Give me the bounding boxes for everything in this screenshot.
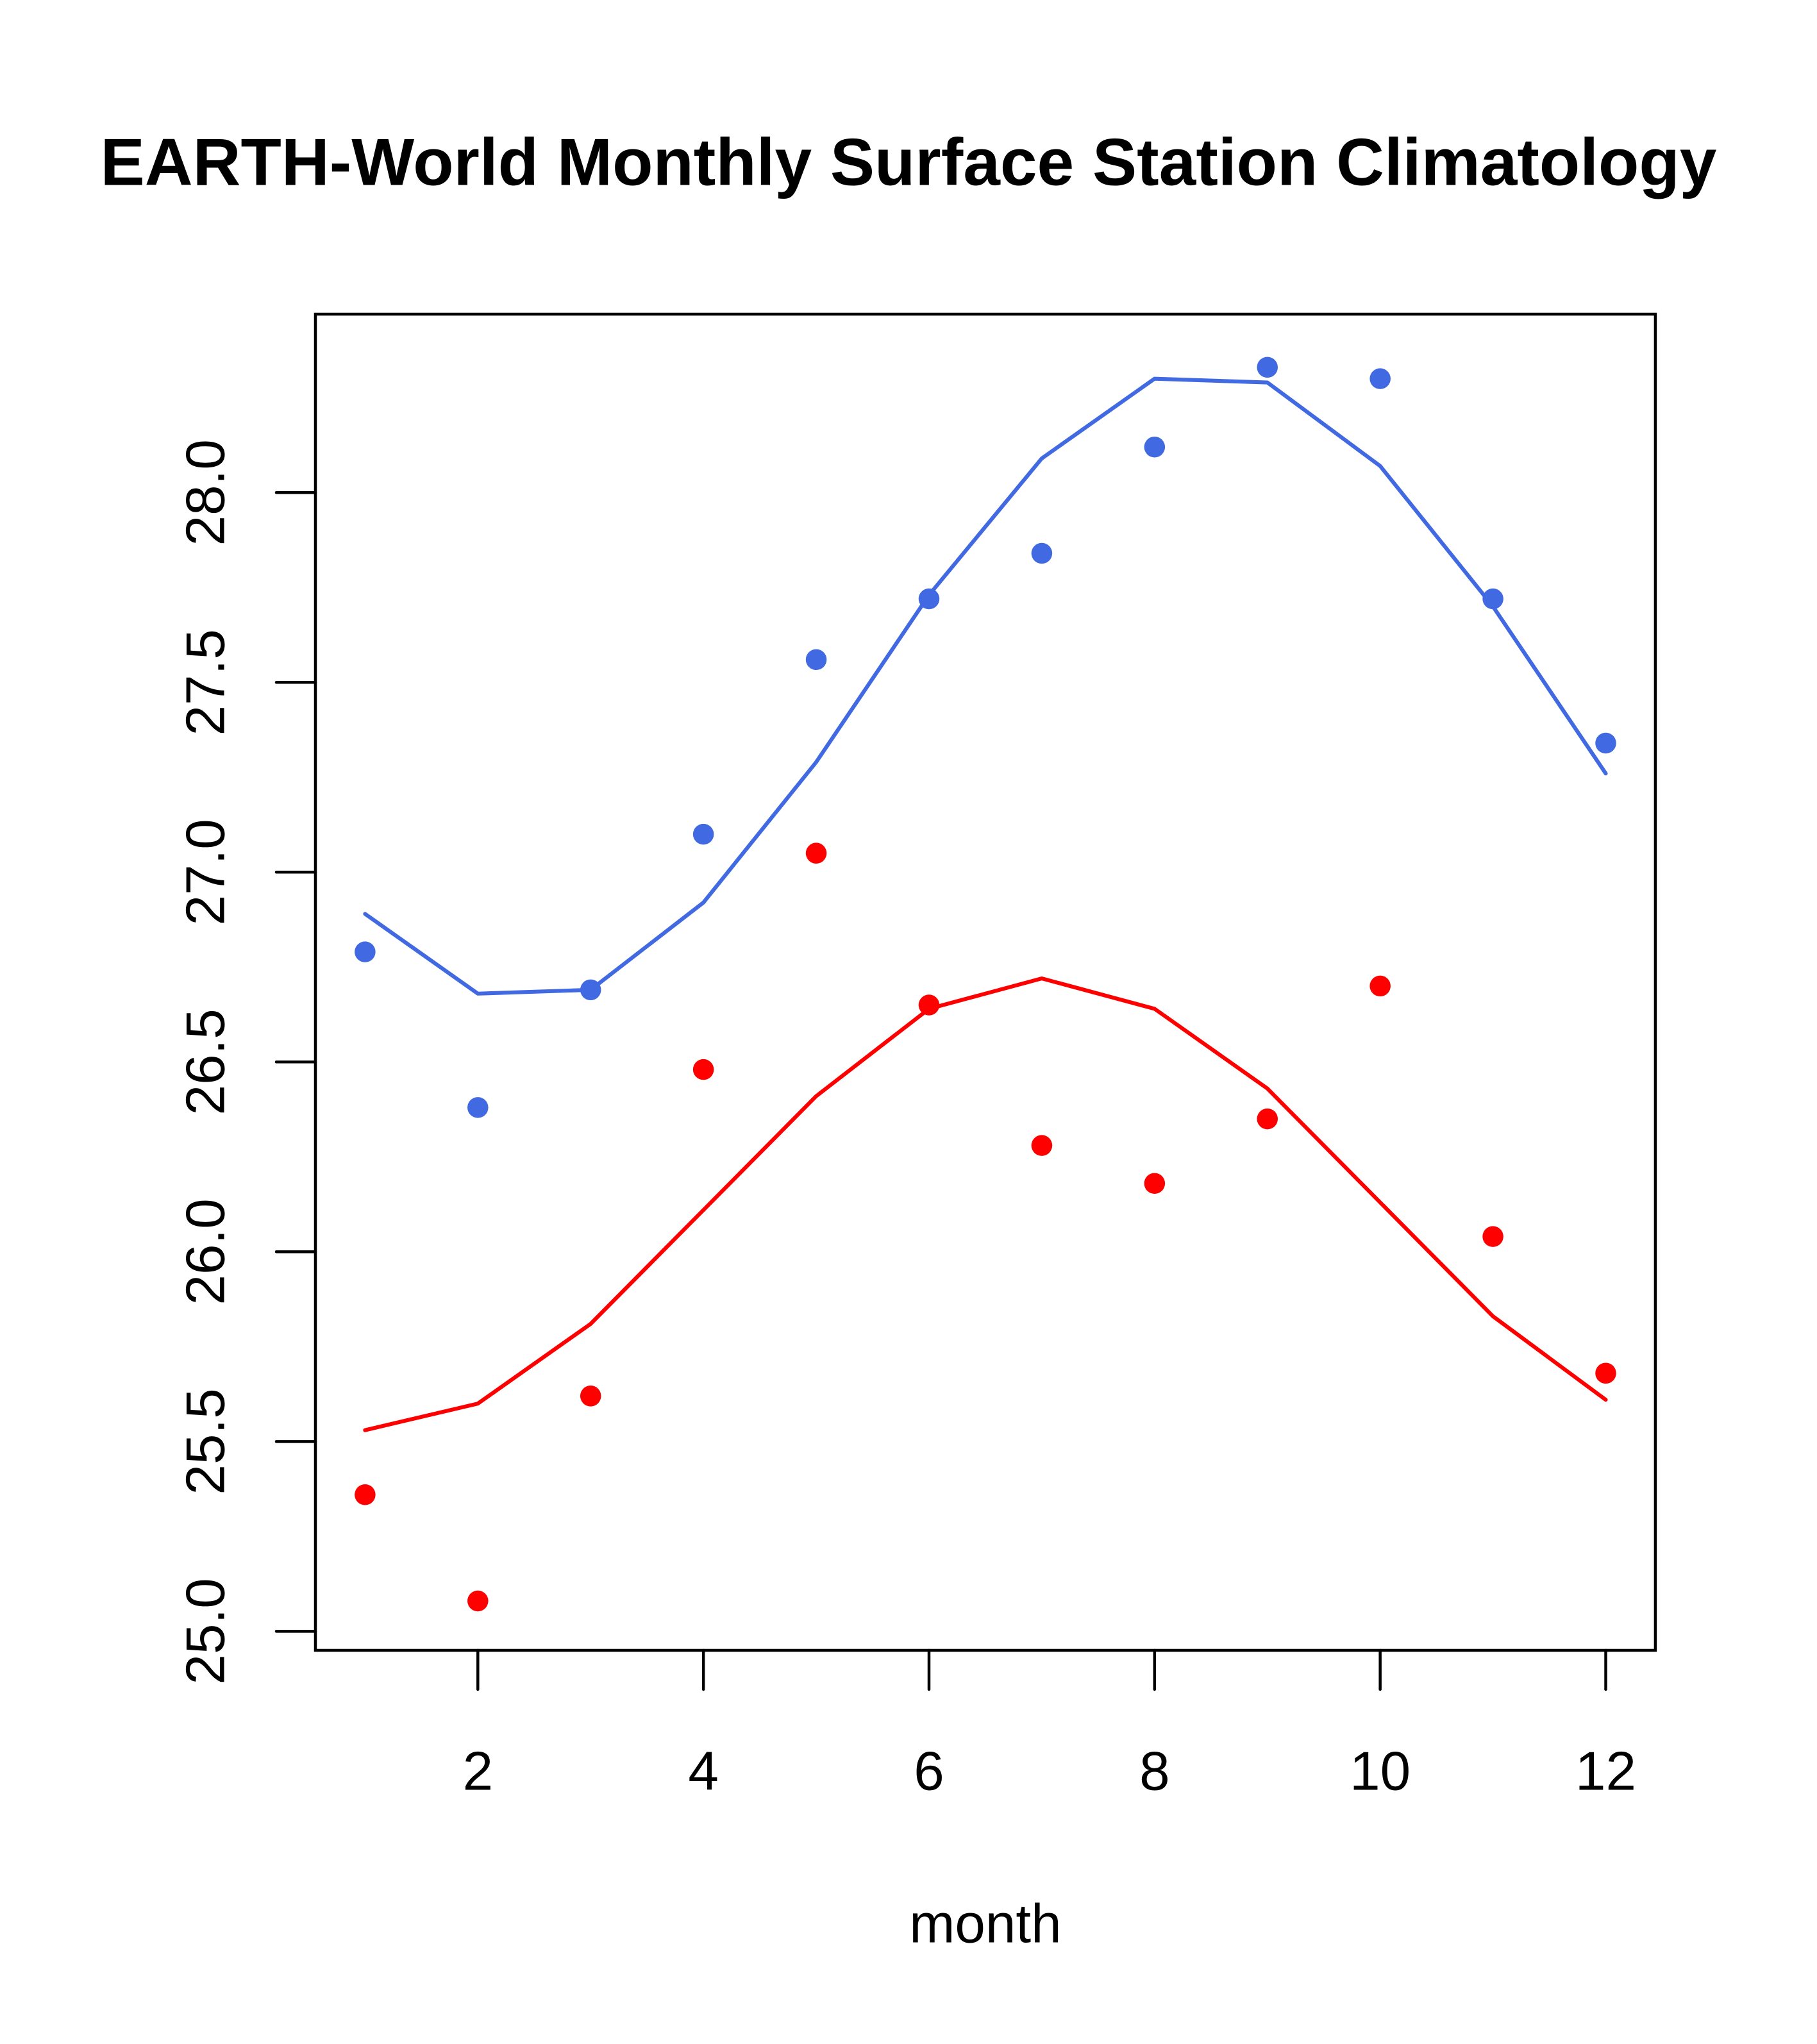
y-tick-label: 25.5 [176,1388,237,1495]
red-data-point [1257,1108,1278,1130]
red-data-point [918,994,940,1016]
red-data-point [1369,975,1391,997]
y-tick-label: 26.0 [176,1198,237,1305]
red-data-point [692,1059,714,1080]
blue-data-point [1031,542,1053,564]
x-tick-label: 2 [463,1741,493,1802]
y-tick-label: 27.0 [176,819,237,925]
y-tick-label: 26.5 [176,1009,237,1115]
red-data-point [580,1386,601,1407]
series-blue-points [355,356,1616,1118]
x-tick-label: 4 [688,1741,718,1802]
blue-data-point [355,941,376,962]
red-data-point [467,1590,489,1612]
x-tick-label: 6 [914,1741,944,1802]
red-data-point [355,1484,376,1505]
y-tick-label: 28.0 [176,439,237,546]
red-data-point [1595,1362,1616,1384]
blue-data-point [805,649,827,671]
x-tick-label: 8 [1139,1741,1169,1802]
blue-data-point [1369,368,1391,389]
x-axis-label: month [909,1893,1061,1954]
blue-data-point [1257,356,1278,378]
red-data-point [805,842,827,864]
blue-data-point [1595,732,1616,754]
y-tick-label: 27.5 [176,629,237,735]
x-tick-label: 12 [1575,1741,1636,1802]
blue-data-point [692,823,714,845]
plot-frame [314,312,1657,1652]
red-data-point [1482,1226,1503,1247]
y-axis: 25.0 25.5 26.0 26.5 27.0 27.5 28.0 [176,439,317,1684]
y-tick-label: 25.0 [176,1578,237,1684]
red-data-point [1031,1135,1053,1156]
blue-line [363,376,1608,996]
blue-data-point [1482,588,1503,610]
x-axis: 2 4 6 8 10 12 [463,1648,1636,1802]
series-red-points [355,842,1616,1612]
series-blue-line [363,376,1608,996]
red-line [363,976,1608,1432]
blue-data-point [467,1097,489,1118]
series-layer [355,356,1616,1612]
chart-title: EARTH-World Monthly Surface Station Clim… [101,125,1717,199]
series-red-line [363,976,1608,1432]
x-tick-label: 10 [1350,1741,1411,1802]
blue-data-point [1144,436,1166,458]
red-data-point [1144,1173,1166,1194]
